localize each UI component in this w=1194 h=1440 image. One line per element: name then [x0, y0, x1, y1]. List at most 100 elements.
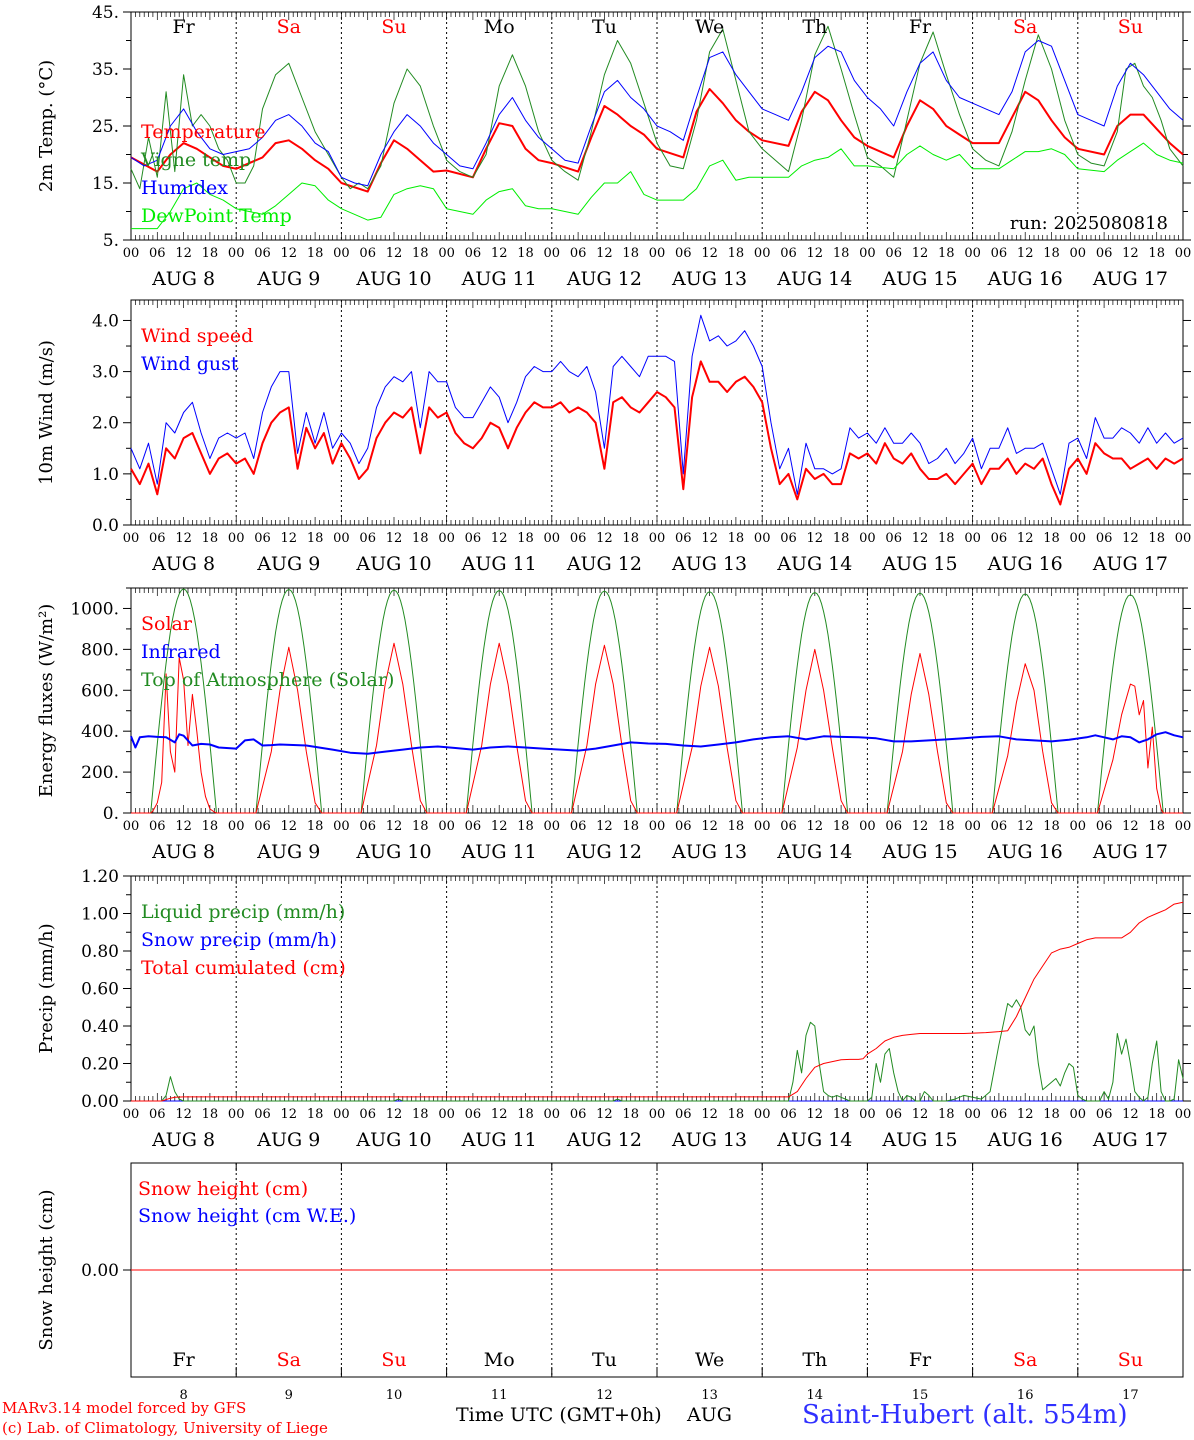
hour-tick-label: 06	[885, 531, 902, 546]
series-line-infrared	[130, 731, 1184, 755]
date-label: AUG 9	[256, 841, 320, 863]
hour-tick-label: 12	[807, 246, 824, 261]
date-label: AUG 12	[566, 268, 642, 290]
legend-entry: DewPoint Temp	[141, 205, 292, 227]
hour-tick-label: 00	[1070, 1107, 1087, 1122]
hour-tick-label: 18	[307, 531, 324, 546]
weekday-label-bottom: Fr	[172, 1349, 195, 1371]
station-name: Saint-Hubert (alt. 554m)	[802, 1400, 1128, 1430]
weekday-label-top: Fr	[172, 16, 195, 38]
hour-tick-label: 18	[1148, 1107, 1165, 1122]
hour-tick-label: 18	[622, 1107, 639, 1122]
y-axis-label: 2m Temp. (°C)	[36, 60, 57, 192]
date-label: AUG 14	[776, 553, 852, 575]
weekday-label-top: Mo	[484, 16, 515, 38]
hour-tick-label: 18	[938, 1107, 955, 1122]
hour-tick-label: 06	[149, 1107, 166, 1122]
hour-tick-label: 00	[859, 246, 876, 261]
hour-tick-label: 00	[333, 246, 350, 261]
hour-tick-label: 06	[885, 1107, 902, 1122]
date-label: AUG 13	[671, 841, 747, 863]
date-label: AUG 10	[355, 268, 431, 290]
hour-tick-label: 00	[964, 1107, 981, 1122]
hour-tick-label: 00	[438, 531, 455, 546]
date-label: AUG 10	[355, 553, 431, 575]
hour-tick-label: 06	[570, 246, 587, 261]
hour-tick-label: 12	[281, 819, 298, 834]
hour-tick-label: 00	[228, 531, 245, 546]
date-label: AUG 17	[1092, 553, 1168, 575]
series-line-humidex	[130, 40, 1184, 187]
hour-tick-label: 06	[570, 1107, 587, 1122]
hour-tick-label: 12	[1122, 819, 1139, 834]
date-label: AUG 13	[671, 553, 747, 575]
day-number-label: 12	[596, 1388, 613, 1403]
series-line-vigne-temp	[130, 25, 1184, 190]
y-tick-label: 1.20	[81, 867, 119, 887]
legend-entry: Total cumulated (cm)	[141, 957, 346, 979]
hour-tick-label: 00	[754, 246, 771, 261]
hour-tick-label: 06	[780, 819, 797, 834]
hour-tick-label: 12	[701, 1107, 718, 1122]
hour-tick-label: 12	[1017, 246, 1034, 261]
hour-tick-label: 00	[859, 819, 876, 834]
hour-tick-label: 00	[964, 246, 981, 261]
hour-tick-label: 06	[254, 1107, 271, 1122]
hour-tick-label: 12	[1017, 531, 1034, 546]
date-label: AUG 12	[566, 553, 642, 575]
hour-tick-label: 12	[1017, 819, 1034, 834]
legend-entry: Temperature	[141, 121, 265, 143]
hour-tick-label: 06	[1096, 246, 1113, 261]
date-label: AUG 9	[256, 268, 320, 290]
hour-tick-label: 00	[754, 1107, 771, 1122]
hour-tick-label: 18	[517, 1107, 534, 1122]
legend-entry: Wind gust	[141, 353, 239, 375]
hour-tick-label: 18	[1043, 246, 1060, 261]
hour-tick-label: 00	[123, 531, 140, 546]
date-label: AUG 10	[355, 1129, 431, 1151]
date-label: AUG 8	[151, 1129, 215, 1151]
date-label: AUG 16	[987, 1129, 1063, 1151]
series-line-wind-speed	[130, 360, 1184, 506]
y-tick-label: 35.	[92, 60, 119, 80]
weekday-label-bottom: Sa	[1013, 1349, 1037, 1371]
hour-tick-label: 18	[1043, 531, 1060, 546]
date-label: AUG 11	[461, 1129, 537, 1151]
day-number-label: 15	[912, 1388, 929, 1403]
series-line-dewpoint-temp	[131, 142, 1184, 230]
weekday-label-bottom: Su	[1118, 1349, 1143, 1371]
hour-tick-label: 06	[570, 531, 587, 546]
y-tick-label: 0.00	[81, 1261, 119, 1281]
hour-tick-label: 12	[386, 819, 403, 834]
y-tick-label: 45.	[92, 3, 119, 23]
y-tick-label: 0.	[103, 804, 119, 824]
hour-tick-label: 12	[596, 819, 613, 834]
hour-tick-label: 18	[202, 1107, 219, 1122]
hour-tick-label: 06	[254, 819, 271, 834]
x-minor-ticks	[130, 12, 1184, 240]
weekday-label-top: Sa	[277, 16, 301, 38]
legend-entry: Infrared	[141, 641, 221, 663]
date-label: AUG 13	[671, 268, 747, 290]
hour-tick-label: 06	[991, 819, 1008, 834]
hour-tick-label: 00	[438, 1107, 455, 1122]
hour-tick-label: 18	[938, 819, 955, 834]
hour-tick-label: 12	[491, 246, 508, 261]
weekday-label-top: We	[695, 16, 724, 38]
x-minor-ticks	[130, 300, 1184, 525]
hour-tick-label: 00	[123, 1107, 140, 1122]
hour-tick-label: 18	[728, 819, 745, 834]
y-tick-label: 0.0	[92, 516, 119, 536]
series-line-temperature	[130, 88, 1184, 193]
panel-1: 5. 15. 25. 35. 45. 2m Temp. (°C) Temperature Vi…	[36, 3, 1191, 290]
y-tick-label: 3.0	[92, 363, 119, 383]
hour-tick-label: 06	[465, 246, 482, 261]
weekday-label-top: Su	[381, 16, 406, 38]
date-label: AUG 16	[987, 841, 1063, 863]
hour-tick-label: 18	[1148, 246, 1165, 261]
hour-tick-label: 12	[807, 1107, 824, 1122]
hour-tick-label: 18	[517, 819, 534, 834]
hour-tick-label: 18	[1043, 1107, 1060, 1122]
hour-tick-label: 12	[596, 531, 613, 546]
hour-tick-label: 18	[833, 246, 850, 261]
